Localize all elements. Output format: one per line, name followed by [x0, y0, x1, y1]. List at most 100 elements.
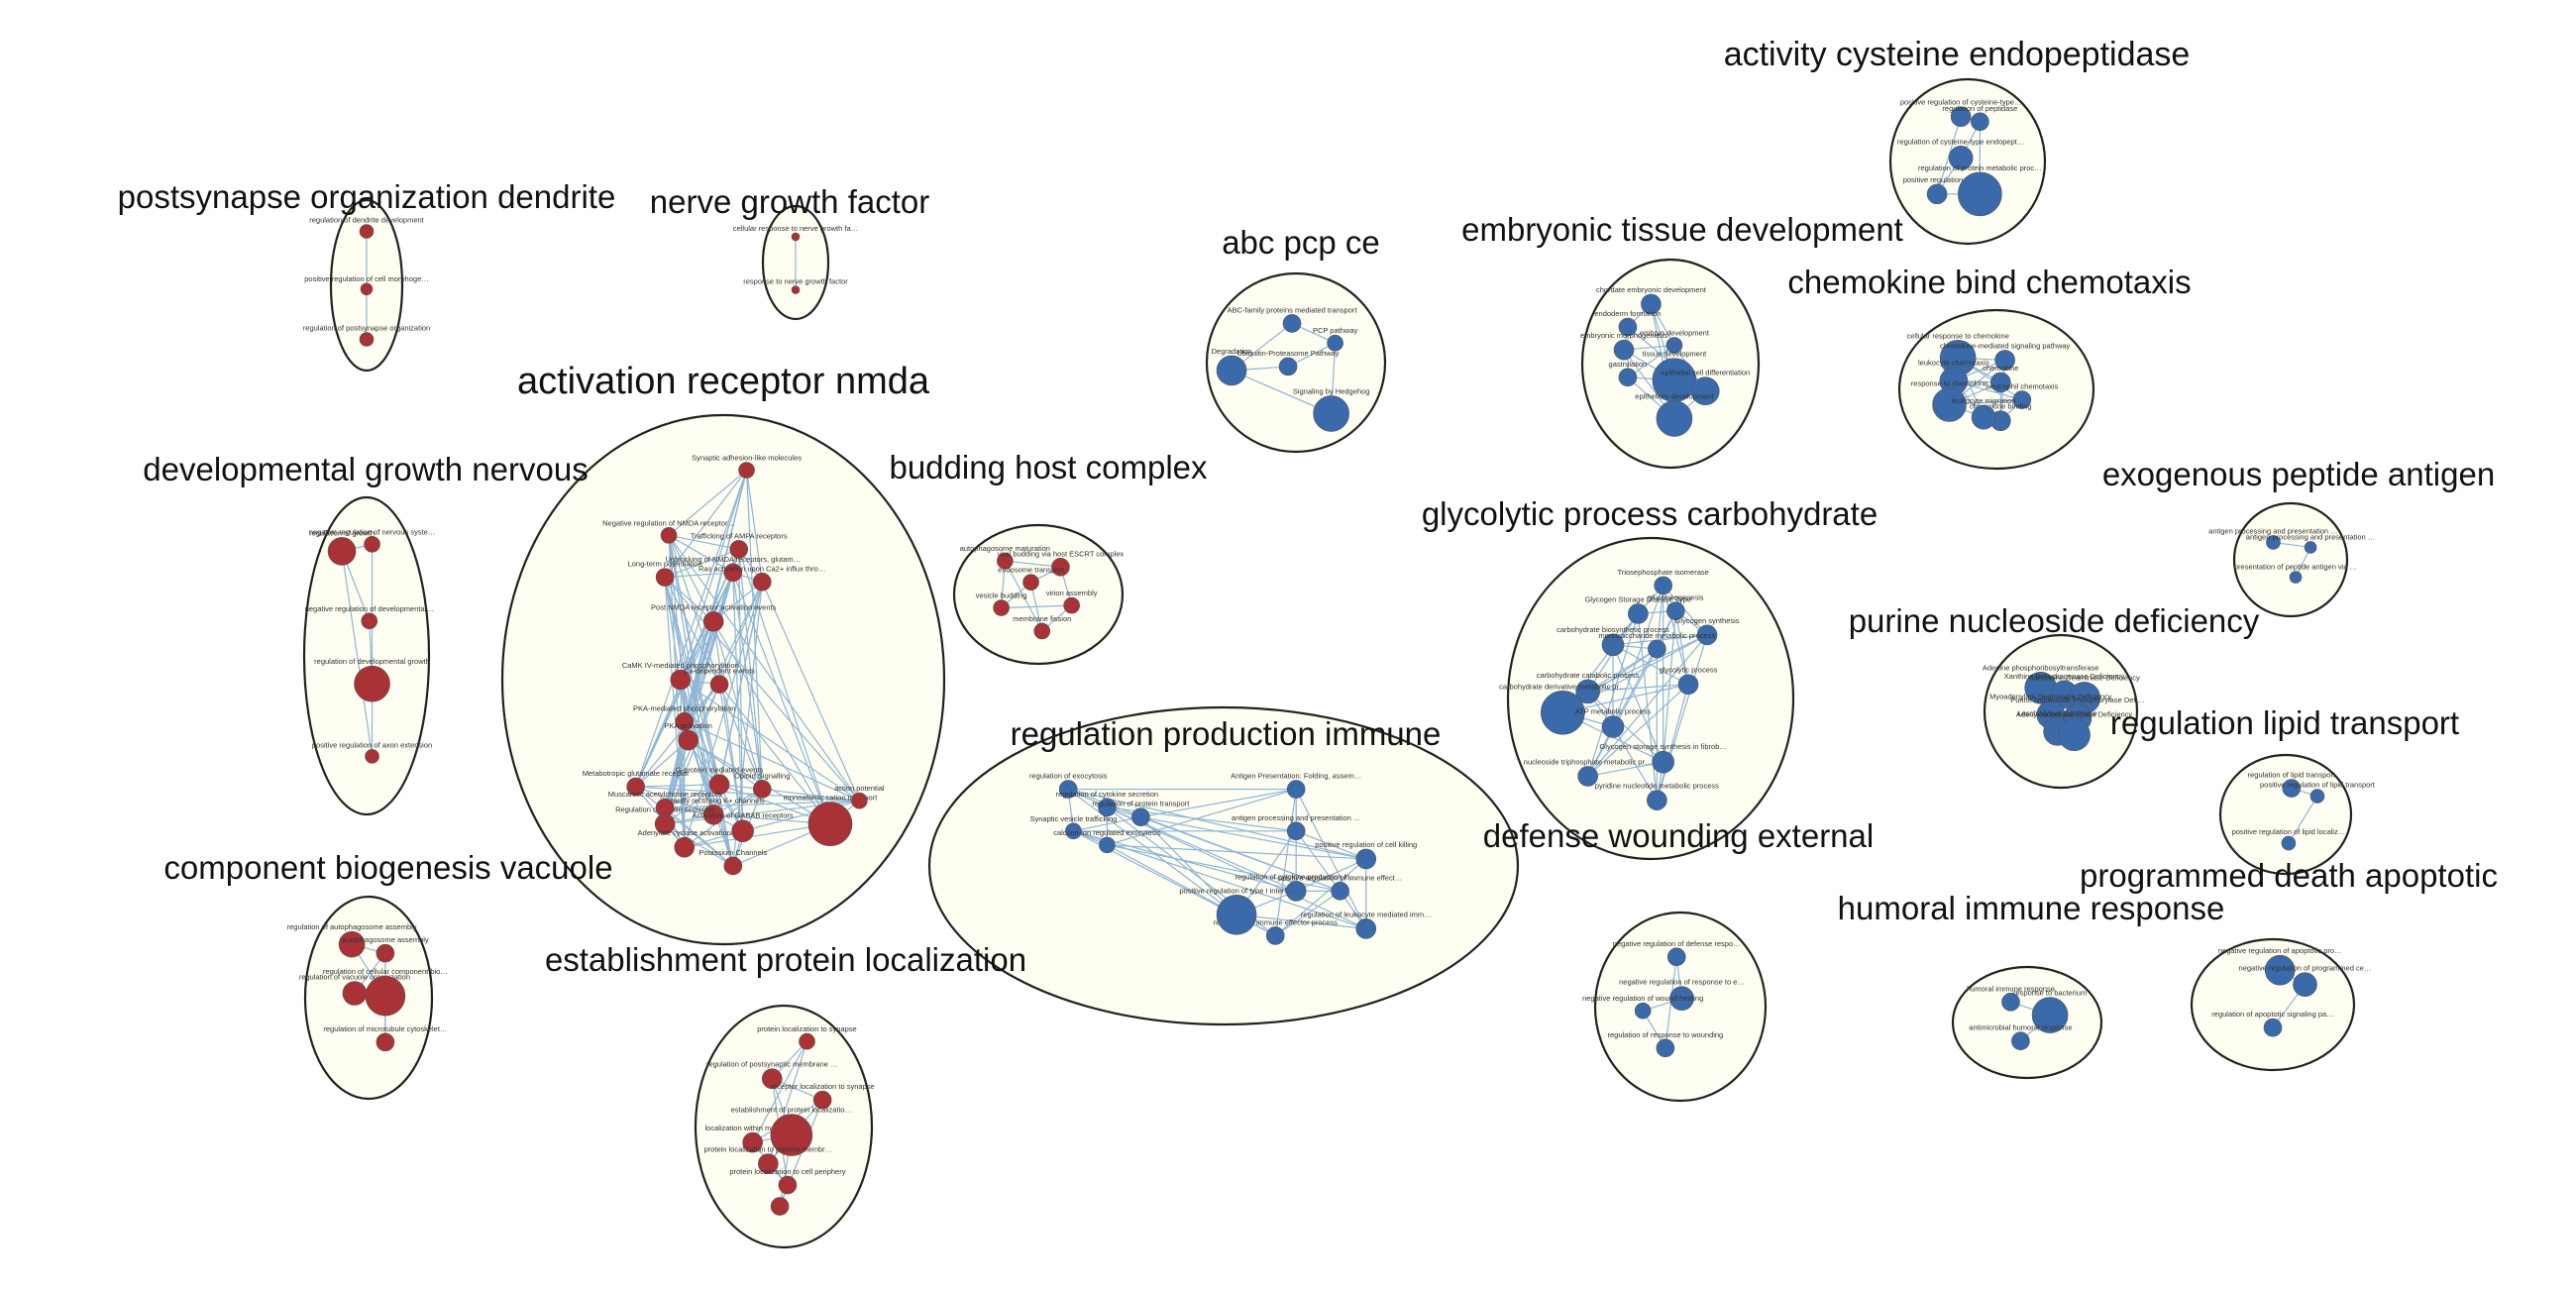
network-node[interactable]	[360, 282, 374, 296]
network-node[interactable]	[1099, 836, 1116, 854]
network-node[interactable]	[2011, 1031, 2030, 1051]
network-node[interactable]	[2289, 571, 2303, 584]
network-node[interactable]	[1648, 639, 1666, 659]
network-node[interactable]	[1948, 146, 1974, 170]
network-node[interactable]	[752, 780, 772, 799]
network-node[interactable]	[812, 1090, 832, 1110]
network-node[interactable]	[327, 537, 357, 566]
network-node[interactable]	[1355, 918, 1377, 939]
network-node[interactable]	[342, 981, 368, 1006]
network-node[interactable]	[1098, 798, 1117, 817]
network-node[interactable]	[1994, 350, 2015, 371]
network-node[interactable]	[1051, 557, 1070, 577]
network-node[interactable]	[2266, 535, 2281, 550]
network-node[interactable]	[1990, 372, 2011, 393]
network-node[interactable]	[807, 802, 853, 846]
network-node[interactable]	[1282, 314, 1302, 333]
network-node[interactable]	[791, 285, 801, 294]
network-node[interactable]	[2058, 718, 2091, 752]
network-node[interactable]	[799, 1032, 815, 1050]
network-node[interactable]	[791, 232, 801, 242]
network-node[interactable]	[1656, 1038, 1675, 1058]
network-node[interactable]	[365, 749, 379, 764]
network-node[interactable]	[1577, 766, 1598, 787]
network-node[interactable]	[364, 536, 380, 553]
network-node[interactable]	[1641, 293, 1662, 315]
network-node[interactable]	[1696, 624, 1718, 646]
network-node[interactable]	[1265, 926, 1285, 945]
network-node[interactable]	[1331, 882, 1349, 901]
network-node[interactable]	[1216, 355, 1247, 386]
network-node[interactable]	[1677, 674, 1699, 696]
network-node[interactable]	[674, 836, 696, 858]
network-node[interactable]	[1355, 848, 1377, 870]
network-node[interactable]	[761, 1068, 783, 1089]
network-node[interactable]	[376, 1032, 395, 1052]
network-node[interactable]	[1286, 821, 1306, 841]
network-node[interactable]	[2012, 390, 2032, 409]
network-node[interactable]	[1278, 357, 1298, 376]
network-node[interactable]	[997, 552, 1014, 570]
network-node[interactable]	[2282, 779, 2302, 798]
network-node[interactable]	[1313, 395, 1349, 432]
network-node[interactable]	[365, 975, 406, 1017]
network-node[interactable]	[1971, 404, 1996, 430]
network-node[interactable]	[678, 729, 698, 751]
network-node[interactable]	[770, 1114, 813, 1156]
network-node[interactable]	[723, 856, 743, 876]
network-node[interactable]	[702, 804, 724, 825]
network-node[interactable]	[660, 527, 678, 544]
network-node[interactable]	[626, 777, 645, 797]
network-node[interactable]	[1958, 171, 2002, 217]
network-node[interactable]	[359, 224, 375, 239]
network-node[interactable]	[1950, 106, 1972, 128]
network-node[interactable]	[2309, 789, 2325, 804]
network-node[interactable]	[993, 599, 1010, 616]
network-node[interactable]	[1327, 334, 1343, 352]
network-node[interactable]	[1926, 183, 1948, 205]
network-node[interactable]	[655, 798, 675, 817]
network-node[interactable]	[1058, 780, 1078, 799]
network-node[interactable]	[742, 1131, 763, 1153]
network-node[interactable]	[1618, 317, 1638, 337]
network-node[interactable]	[2304, 541, 2317, 554]
network-node[interactable]	[1601, 715, 1625, 738]
network-node[interactable]	[758, 1153, 779, 1174]
network-node[interactable]	[655, 568, 675, 587]
network-node[interactable]	[2281, 835, 2297, 851]
network-node[interactable]	[1652, 750, 1674, 774]
network-node[interactable]	[2001, 993, 2020, 1012]
network-node[interactable]	[2031, 997, 2069, 1033]
network-node[interactable]	[1654, 576, 1672, 595]
network-node[interactable]	[1628, 603, 1649, 624]
network-node[interactable]	[1690, 376, 1720, 406]
network-node[interactable]	[1063, 596, 1080, 614]
network-node[interactable]	[738, 462, 755, 479]
network-node[interactable]	[1665, 337, 1683, 354]
network-node[interactable]	[675, 711, 695, 731]
network-node[interactable]	[1286, 780, 1306, 799]
network-node[interactable]	[1656, 400, 1693, 437]
network-node[interactable]	[1540, 690, 1585, 735]
network-node[interactable]	[359, 332, 375, 347]
network-node[interactable]	[1618, 368, 1638, 387]
network-node[interactable]	[851, 792, 868, 809]
network-node[interactable]	[709, 675, 729, 694]
network-node[interactable]	[1634, 1002, 1652, 1020]
network-node[interactable]	[2293, 972, 2317, 997]
network-node[interactable]	[338, 930, 366, 958]
network-node[interactable]	[1669, 986, 1694, 1011]
network-node[interactable]	[1022, 574, 1039, 591]
network-node[interactable]	[778, 1175, 798, 1195]
network-node[interactable]	[670, 669, 692, 691]
network-node[interactable]	[2264, 954, 2296, 986]
network-node[interactable]	[1647, 790, 1667, 810]
network-node[interactable]	[1285, 881, 1307, 902]
network-node[interactable]	[1666, 947, 1686, 967]
network-node[interactable]	[702, 610, 724, 632]
network-node[interactable]	[376, 943, 395, 963]
network-node[interactable]	[2263, 1018, 2283, 1037]
network-node[interactable]	[1613, 339, 1635, 361]
network-node[interactable]	[1575, 679, 1600, 704]
network-node[interactable]	[731, 819, 754, 843]
